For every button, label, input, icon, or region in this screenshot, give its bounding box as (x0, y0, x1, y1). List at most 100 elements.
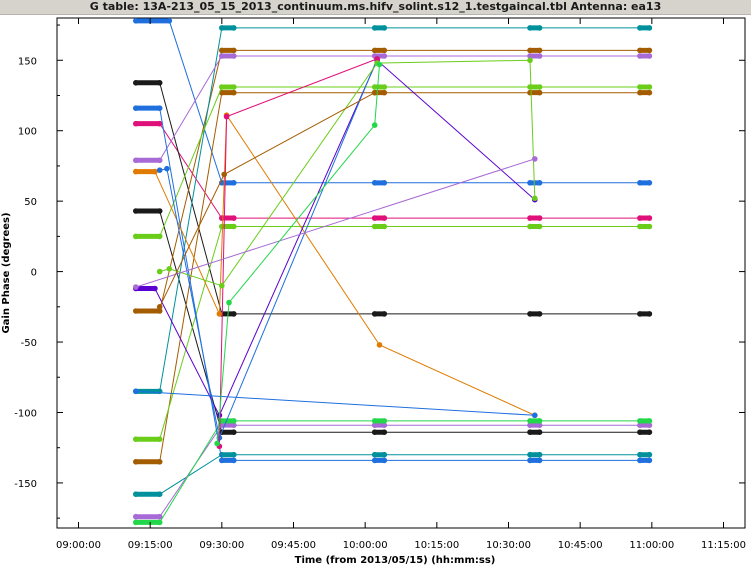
data-point (381, 47, 388, 54)
data-point (219, 282, 225, 289)
data-point (156, 208, 163, 214)
data-point (156, 436, 163, 443)
data-point (231, 311, 237, 317)
x-axis-label: Time (from 2013/05/15) (hh:mm:ss) (295, 555, 496, 566)
data-point (536, 84, 543, 90)
data-point (536, 429, 543, 436)
data-point (637, 429, 643, 436)
data-point (381, 223, 388, 230)
series-layer (133, 18, 653, 526)
data-point (646, 311, 653, 317)
data-point (527, 84, 533, 90)
data-point (152, 168, 158, 175)
x-tick-label: 09:45:00 (271, 540, 316, 551)
x-tick-label: 10:30:00 (486, 540, 531, 551)
data-point (156, 491, 163, 498)
data-point (133, 491, 139, 498)
data-point (536, 422, 543, 429)
data-point (646, 457, 653, 464)
data-point (536, 215, 543, 221)
data-point (231, 215, 237, 221)
plot-frame (56, 17, 746, 529)
data-point (231, 47, 237, 54)
data-point (527, 422, 533, 429)
data-point (231, 84, 237, 90)
data-point (133, 208, 139, 214)
data-point (381, 84, 388, 90)
data-point (133, 436, 139, 443)
data-point (133, 120, 139, 127)
data-point (527, 418, 533, 424)
data-point (231, 223, 237, 230)
data-point (156, 233, 163, 240)
data-point (536, 223, 543, 230)
data-point (536, 25, 543, 31)
y-axis: 150 100 50 0 -50 -100 -150 (14, 24, 745, 519)
data-point (156, 519, 163, 526)
data-point (536, 53, 543, 59)
data-point (219, 215, 225, 221)
data-point (637, 311, 643, 317)
x-tick-label: 10:45:00 (558, 540, 603, 551)
data-point (166, 266, 173, 272)
data-point (219, 25, 225, 31)
data-point (381, 215, 388, 221)
data-point (371, 180, 378, 186)
data-point (646, 451, 653, 458)
data-point (637, 223, 643, 230)
data-point (381, 418, 388, 424)
data-point (371, 25, 378, 31)
data-point (536, 89, 543, 96)
y-axis-label: Gain Phase (degrees) (1, 212, 12, 333)
data-point (646, 422, 653, 429)
data-point (133, 157, 139, 164)
data-point (133, 233, 139, 240)
data-point (646, 180, 653, 186)
data-point (527, 311, 533, 317)
data-point (156, 167, 163, 173)
data-point (156, 308, 163, 314)
data-point (164, 165, 170, 172)
data-point (637, 457, 643, 464)
series-line (135, 158, 535, 288)
data-point (371, 429, 378, 436)
data-point (371, 418, 378, 424)
data-point (156, 513, 163, 520)
data-point (219, 457, 225, 464)
data-point (219, 47, 225, 54)
data-point (133, 18, 139, 24)
data-point (536, 47, 543, 54)
data-point (646, 53, 653, 59)
data-point (231, 418, 237, 424)
data-point (646, 223, 653, 230)
data-point (527, 223, 533, 230)
data-point (376, 61, 383, 68)
data-point (133, 513, 139, 520)
data-point (371, 47, 378, 54)
data-point (231, 457, 237, 464)
data-point (156, 120, 163, 127)
data-point (371, 84, 378, 90)
data-point (381, 457, 388, 464)
data-point (221, 171, 227, 178)
data-point (133, 80, 139, 86)
data-point (527, 53, 533, 59)
data-point (156, 80, 163, 86)
data-point (156, 304, 163, 310)
data-point (219, 223, 225, 230)
data-point (381, 422, 388, 429)
y-tick-label: -100 (14, 408, 37, 419)
data-point (646, 25, 653, 31)
x-tick-label: 11:00:00 (629, 540, 674, 551)
data-point (371, 223, 378, 230)
data-point (133, 519, 139, 526)
data-point (637, 180, 643, 186)
series-line (216, 64, 380, 444)
data-point (637, 422, 643, 429)
data-point (527, 25, 533, 31)
data-point (156, 105, 163, 111)
data-point (214, 440, 220, 447)
data-point (371, 422, 378, 429)
data-point (133, 105, 139, 111)
data-point (646, 47, 653, 54)
